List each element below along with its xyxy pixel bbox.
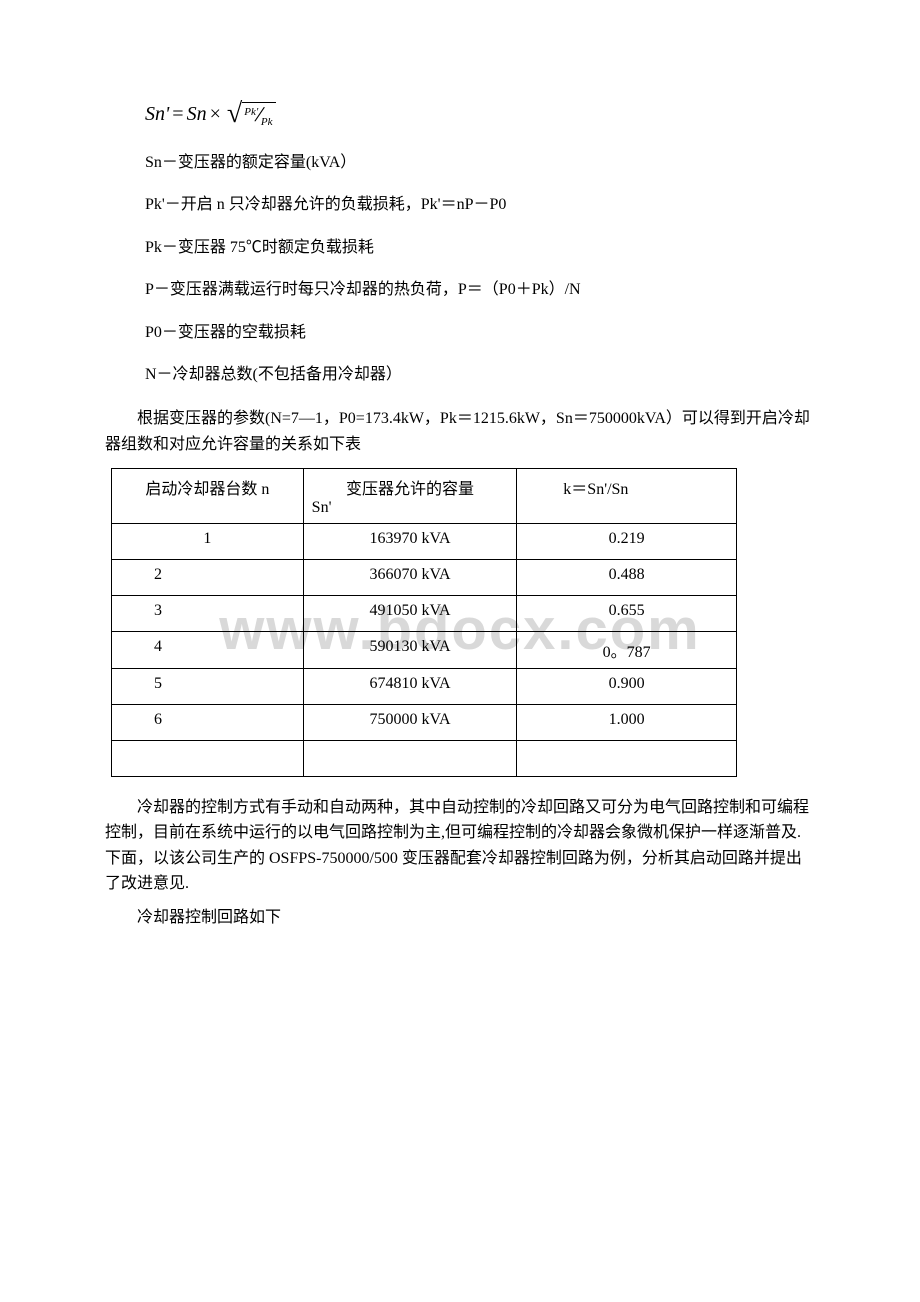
table-header-col2-line1: 变压器允许的容量 — [312, 475, 509, 499]
paragraph-before-table: 根据变压器的参数(N=7—1，P0=173.4kW，Pk＝1215.6kW，Sn… — [105, 406, 815, 457]
table-cell-k: 0.488 — [517, 559, 737, 595]
table-cell-sn: 491050 kVA — [303, 595, 517, 631]
table-empty-row — [112, 740, 737, 776]
table-cell-sn: 366070 kVA — [303, 559, 517, 595]
definition-line: P0－变压器的空载损耗 — [145, 322, 815, 344]
formula-times: × — [210, 103, 221, 126]
table-row: 5 674810 kVA 0.900 — [112, 668, 737, 704]
sqrt-expression: √ Pk' / Pk — [227, 100, 277, 128]
table-cell-k: 0。787 — [517, 631, 737, 668]
table-cell-k: 0.655 — [517, 595, 737, 631]
definition-line: Pk'－开启 n 只冷却器允许的负载损耗，Pk'＝nP－P0 — [145, 194, 815, 216]
table-cell-n: 3 — [112, 595, 304, 631]
definition-line: Pk－变压器 75℃时额定负载损耗 — [145, 237, 815, 259]
sqrt-content: Pk' / Pk — [242, 102, 276, 126]
formula-sn: Sn — [187, 103, 207, 126]
table-header-row: 启动冷却器台数 n 变压器允许的容量 Sn' k＝Sn'/Sn — [112, 468, 737, 523]
table-row: 4 590130 kVA 0。787 — [112, 631, 737, 668]
table-cell-n: 2 — [112, 559, 304, 595]
table-cell-n: 1 — [112, 523, 304, 559]
table-row: 3 491050 kVA 0.655 — [112, 595, 737, 631]
fraction-denominator: Pk — [261, 116, 273, 128]
table-header-col3: k＝Sn'/Sn — [517, 468, 737, 523]
table-cell-sn: 750000 kVA — [303, 704, 517, 740]
table-row: 1 163970 kVA 0.219 — [112, 523, 737, 559]
table-cell-n: 4 — [112, 631, 304, 668]
table-cell-k: 0.900 — [517, 668, 737, 704]
capacity-table: 启动冷却器台数 n 变压器允许的容量 Sn' k＝Sn'/Sn 1 163970… — [111, 468, 737, 777]
paragraph-after-table: 冷却器的控制方式有手动和自动两种，其中自动控制的冷却回路又可分为电气回路控制和可… — [105, 795, 815, 897]
formula-equals: = — [172, 103, 183, 126]
table-empty-cell — [112, 740, 304, 776]
table-row: 2 366070 kVA 0.488 — [112, 559, 737, 595]
paragraph-last: 冷却器控制回路如下 — [105, 905, 815, 931]
table-cell-k: 1.000 — [517, 704, 737, 740]
table-cell-sn: 674810 kVA — [303, 668, 517, 704]
table-empty-cell — [303, 740, 517, 776]
sqrt-sign-icon: √ — [227, 100, 242, 128]
formula-lhs: Sn' — [145, 103, 169, 126]
formula-expression: Sn' = Sn × √ Pk' / Pk — [145, 100, 815, 128]
table-row: 6 750000 kVA 1.000 — [112, 704, 737, 740]
table-cell-n: 6 — [112, 704, 304, 740]
table-cell-n: 5 — [112, 668, 304, 704]
table-header-col1: 启动冷却器台数 n — [112, 468, 304, 523]
document-content: Sn' = Sn × √ Pk' / Pk Sn－变压器的额定容量(kVA） P… — [105, 100, 815, 931]
definition-line: N－冷却器总数(不包括备用冷却器） — [145, 364, 815, 386]
table-header-col2-line2: Sn' — [312, 499, 509, 517]
table-header-col2: 变压器允许的容量 Sn' — [303, 468, 517, 523]
table-cell-k: 0.219 — [517, 523, 737, 559]
table-empty-cell — [517, 740, 737, 776]
table-cell-sn: 163970 kVA — [303, 523, 517, 559]
definition-line: P－变压器满载运行时每只冷却器的热负荷，P＝（P0＋Pk）/N — [145, 279, 815, 301]
definition-line: Sn－变压器的额定容量(kVA） — [145, 152, 815, 174]
table-cell-sn: 590130 kVA — [303, 631, 517, 668]
